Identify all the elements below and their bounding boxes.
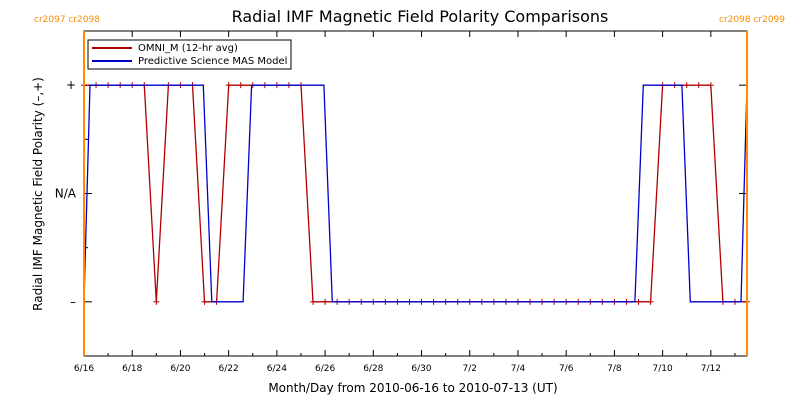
data-point [310,298,317,305]
x-tick-label-6: 6/28 [363,364,383,374]
carrington-marker-label-0: cr2097 cr2098 [34,15,100,25]
chart-title: Radial IMF Magnetic Field Polarity Compa… [232,7,609,26]
data-point [153,298,160,305]
x-tick-label-5: 6/26 [315,364,335,374]
legend-label-omni: OMNI_M (12-hr avg) [138,43,238,54]
x-tick-label-8: 7/2 [463,364,477,374]
data-point [683,82,690,89]
legend: OMNI_M (12-hr avg) Predictive Science MA… [87,39,292,70]
x-tick-label-9: 7/4 [511,364,526,374]
data-point [647,298,654,305]
data-point [635,298,642,305]
x-tick-label-11: 7/8 [607,364,622,374]
series-layer [81,82,750,305]
x-tick-label-1: 6/18 [122,364,142,374]
x-axis-title: Month/Day from 2010-06-16 to 2010-07-13 … [268,381,557,395]
x-tick-label-4: 6/24 [267,364,287,374]
y-axis-title: Radial IMF Magnetic Field Polarity (–,+) [31,77,45,311]
y-tick-label-1: N/A [55,187,77,201]
x-tick-label-7: 6/30 [411,364,431,374]
x-axis: 6/16 6/18 6/20 6/22 6/24 6/26 6/28 6/30 7/2 7/4 7/… [74,31,736,374]
y-tick-label-0: + [66,78,76,92]
legend-box [87,39,292,70]
x-tick-label-12: 7/10 [653,364,673,374]
series-line-0 [84,84,747,303]
data-point [225,82,232,89]
carrington-markers: cr2097 cr2098 cr2098 cr2099 [34,15,785,356]
x-tick-label-10: 7/6 [559,364,574,374]
carrington-marker-label-1: cr2098 cr2099 [719,15,785,25]
plot-frame [83,30,748,357]
y-tick-label-2: – [70,295,76,309]
series-line-1 [83,84,748,303]
data-point [707,82,714,89]
x-tick-label-0: 6/16 [74,364,94,374]
x-tick-label-3: 6/22 [219,364,239,374]
x-tick-label-13: 7/12 [701,364,721,374]
x-tick-label-2: 6/20 [170,364,190,374]
data-point [322,298,329,305]
y-axis: + N/A – [55,30,747,357]
legend-label-mas: Predictive Science MAS Model [138,56,287,67]
data-point [201,298,208,305]
data-point [695,82,702,89]
data-point [237,82,244,89]
